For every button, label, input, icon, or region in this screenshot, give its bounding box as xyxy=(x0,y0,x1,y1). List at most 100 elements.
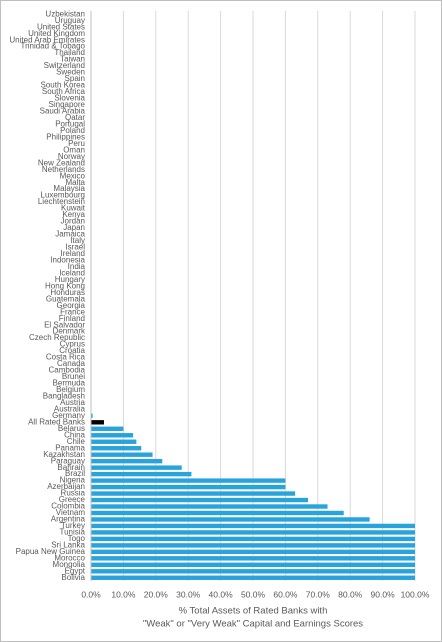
y-tick-label: Japan xyxy=(63,223,85,232)
bar xyxy=(91,413,93,419)
y-tick-label: Colombia xyxy=(51,502,85,511)
y-tick-label: Bermuda xyxy=(53,379,86,388)
y-tick-label: Papua New Guinea xyxy=(16,547,86,556)
y-tick-label: All Rated Banks xyxy=(28,417,85,426)
bar xyxy=(91,549,415,555)
bar xyxy=(91,478,286,483)
x-tick-label: 100.0% xyxy=(401,589,430,599)
bar xyxy=(91,536,415,542)
bar xyxy=(91,420,104,425)
x-axis-label: % Total Assets of Rated Banks with xyxy=(179,606,328,617)
y-tick-label: Mongolia xyxy=(53,560,86,569)
y-tick-label: United Arab Emirates xyxy=(9,35,85,44)
x-tick-label: 0.0% xyxy=(81,589,101,599)
x-tick-label: 70.0% xyxy=(306,589,331,599)
x-tick-label: 60.0% xyxy=(273,589,298,599)
y-tick-label: Australia xyxy=(54,404,86,413)
x-tick-label: 20.0% xyxy=(144,589,169,599)
bar xyxy=(91,458,163,464)
y-tick-label: Jamaica xyxy=(55,230,85,239)
bar xyxy=(91,530,415,535)
y-tick-label: Switzerland xyxy=(44,61,85,70)
y-tick-label: Ireland xyxy=(61,249,85,258)
y-tick-label: Brunei xyxy=(62,372,85,381)
y-tick-label: South Korea xyxy=(41,81,86,90)
bar xyxy=(91,569,415,574)
bar xyxy=(91,452,153,457)
bar xyxy=(91,562,415,568)
x-axis-label: "Weak" or "Very Weak" Capital and Earnin… xyxy=(143,619,363,630)
bar xyxy=(91,426,124,431)
y-tick-label: El Salvador xyxy=(44,320,85,329)
y-tick-label: Hong Kong xyxy=(45,281,85,290)
y-tick-label: Malaysia xyxy=(53,184,85,193)
y-tick-label: Germany xyxy=(52,411,85,420)
y-tick-label: Sri Lanka xyxy=(51,540,85,549)
x-tick-label: 40.0% xyxy=(209,589,234,599)
y-tick-label: Honduras xyxy=(50,288,85,297)
y-tick-label: Cyprus xyxy=(60,340,85,349)
y-tick-label: Egypt xyxy=(65,566,86,575)
y-tick-label: Panama xyxy=(55,443,85,452)
y-tick-label: Hungary xyxy=(55,275,85,284)
y-tick-label: Singapore xyxy=(49,100,86,109)
y-tick-label: Peru xyxy=(68,139,85,148)
y-tick-label: Kenya xyxy=(62,210,85,219)
y-tick-label: Bolivia xyxy=(61,573,85,582)
y-tick-label: Turkey xyxy=(61,521,85,530)
x-tick-label: 30.0% xyxy=(176,589,201,599)
y-tick-label: Malta xyxy=(65,178,85,187)
y-tick-label: Saudi Arabia xyxy=(40,107,86,116)
bar xyxy=(91,543,415,548)
y-tick-label: Costa Rica xyxy=(46,353,86,362)
y-tick-label: Israel xyxy=(65,243,85,252)
y-tick-label: Netherlands xyxy=(42,165,85,174)
y-tick-label: Slovenia xyxy=(54,94,85,103)
y-tick-label: Finland xyxy=(59,314,85,323)
y-tick-label: Greece xyxy=(59,495,86,504)
y-tick-label: France xyxy=(60,307,85,316)
y-tick-label: Portugal xyxy=(55,119,85,128)
y-tick-label: New Zealand xyxy=(38,158,85,167)
y-tick-label: Uruguay xyxy=(55,16,85,25)
bar xyxy=(91,517,370,522)
y-tick-label: Norway xyxy=(58,152,85,161)
y-tick-label: Chile xyxy=(67,437,86,446)
bar xyxy=(91,497,309,503)
y-tick-label: Austria xyxy=(60,398,85,407)
y-tick-label: Bangladesh xyxy=(43,392,85,401)
y-tick-label: Belgium xyxy=(56,385,85,394)
y-tick-label: Nigeria xyxy=(60,476,86,485)
y-tick-label: Russia xyxy=(61,489,86,498)
y-tick-label: Denmark xyxy=(53,327,86,336)
y-tick-label: United States xyxy=(37,22,85,31)
y-tick-label: Oman xyxy=(63,145,85,154)
bar xyxy=(91,575,415,580)
y-tick-label: Canada xyxy=(57,359,86,368)
y-tick-label: Kazakhstan xyxy=(43,450,85,459)
x-tick-label: 10.0% xyxy=(111,589,136,599)
y-tick-label: Jordan xyxy=(61,217,85,226)
bar xyxy=(91,510,344,516)
y-tick-label: Czech Republic xyxy=(29,333,85,342)
bar xyxy=(91,433,134,438)
y-tick-label: United Kingdom xyxy=(28,29,85,38)
y-tick-label: South Africa xyxy=(42,87,86,96)
y-tick-label: Paraguay xyxy=(51,456,85,465)
y-tick-label: Spain xyxy=(65,74,85,83)
y-tick-label: Thailand xyxy=(54,48,85,57)
x-tick-label: 50.0% xyxy=(241,589,266,599)
bar xyxy=(91,446,142,451)
bar xyxy=(91,491,296,496)
y-tick-label: Trinidad & Tobago xyxy=(21,42,86,51)
y-tick-label: Indonesia xyxy=(50,255,85,264)
y-tick-label: Philippines xyxy=(46,132,85,141)
y-tick-label: Uzbekistan xyxy=(45,9,85,18)
bar xyxy=(91,523,415,529)
y-tick-label: Mexico xyxy=(60,171,86,180)
bar xyxy=(91,556,415,561)
y-tick-label: Belarus xyxy=(58,424,85,433)
y-tick-label: Vietnam xyxy=(56,508,86,517)
y-tick-label: Sweden xyxy=(56,68,85,77)
y-tick-label: Argentina xyxy=(51,515,86,524)
